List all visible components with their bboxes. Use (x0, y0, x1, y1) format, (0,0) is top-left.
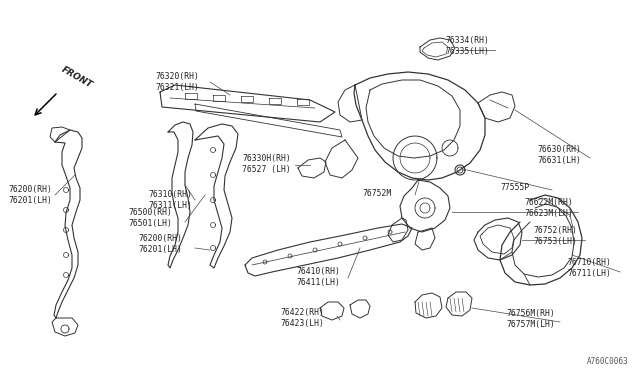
Text: 76710(RH)
76711(LH): 76710(RH) 76711(LH) (567, 258, 611, 278)
Text: 76410(RH)
76411(LH): 76410(RH) 76411(LH) (296, 267, 340, 287)
Text: 76756M(RH)
76757M(LH): 76756M(RH) 76757M(LH) (506, 309, 555, 329)
Text: 76622M(RH)
76623M(LH): 76622M(RH) 76623M(LH) (524, 198, 573, 218)
Text: A760C0063: A760C0063 (586, 357, 628, 366)
Text: 76200(RH)
76201(LH): 76200(RH) 76201(LH) (8, 185, 52, 205)
Text: 76200(RH)
76201(LH): 76200(RH) 76201(LH) (138, 234, 182, 254)
Text: 76310(RH)
76311(LH): 76310(RH) 76311(LH) (148, 190, 192, 210)
Text: 76422(RH)
76423(LH): 76422(RH) 76423(LH) (280, 308, 324, 328)
Text: 76330H(RH)
76527 (LH): 76330H(RH) 76527 (LH) (242, 154, 291, 174)
Text: 77555P: 77555P (500, 183, 529, 192)
Text: 76320(RH)
76321(LH): 76320(RH) 76321(LH) (155, 72, 199, 92)
Text: 76630(RH)
76631(LH): 76630(RH) 76631(LH) (537, 145, 581, 165)
Text: 76752(RH)
76753(LH): 76752(RH) 76753(LH) (533, 226, 577, 246)
Text: 76752M: 76752M (362, 189, 391, 198)
Text: 76500(RH)
76501(LH): 76500(RH) 76501(LH) (128, 208, 172, 228)
Text: FRONT: FRONT (60, 65, 94, 90)
Text: 76334(RH)
76335(LH): 76334(RH) 76335(LH) (445, 36, 489, 56)
